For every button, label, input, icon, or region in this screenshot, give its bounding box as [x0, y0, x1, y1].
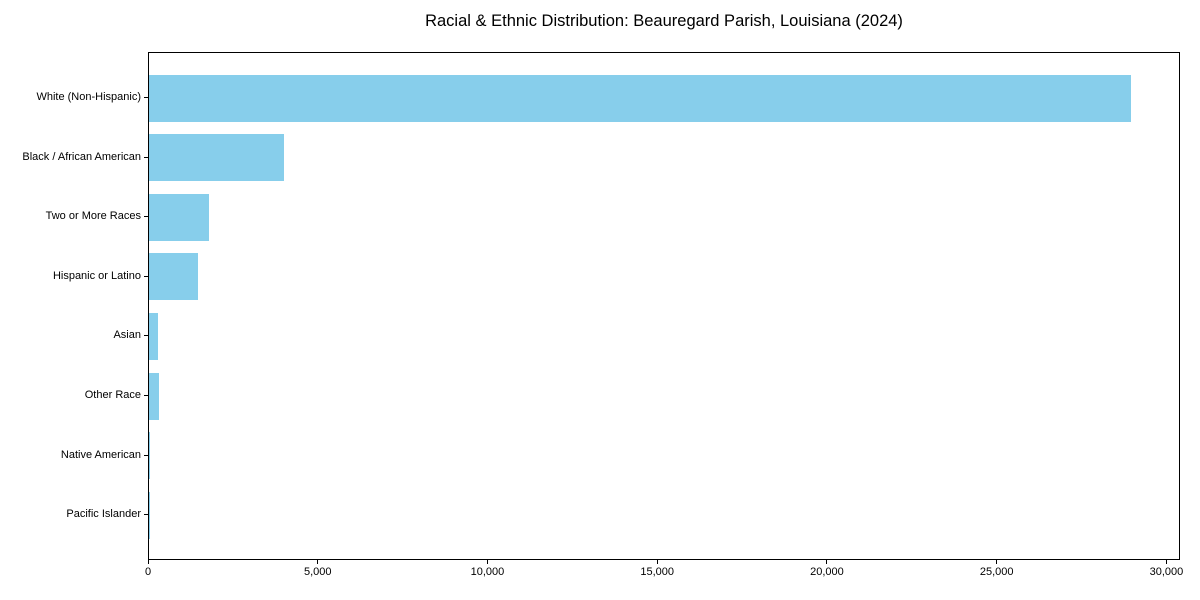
y-tick-mark	[144, 395, 148, 396]
x-tick-mark	[147, 560, 149, 564]
x-tick-mark	[486, 560, 488, 564]
y-tick-label: Native American	[60, 448, 141, 461]
y-tick-label: White (Non-Hispanic)	[36, 91, 141, 103]
x-tick-label: 15,000	[640, 566, 675, 578]
y-tick-mark	[144, 275, 148, 277]
y-tick-mark	[144, 335, 148, 337]
bar	[149, 312, 159, 360]
bar	[149, 134, 284, 182]
y-tick-mark	[144, 454, 148, 456]
x-tick-label: 0	[144, 566, 152, 578]
x-tick-label: 5,000	[303, 566, 332, 578]
x-tick-label: 20,000	[810, 566, 844, 578]
x-tick-label: 10,000	[470, 566, 505, 578]
x-tick-mark	[826, 560, 828, 564]
y-tick-label: Two or More Races	[45, 210, 141, 223]
bar	[149, 372, 160, 420]
plot-area	[148, 52, 1180, 560]
x-tick-mark	[1165, 560, 1167, 564]
x-tick-label: 25,000	[979, 566, 1014, 578]
bar	[149, 74, 1132, 122]
x-tick-mark	[317, 560, 319, 564]
bar	[149, 432, 151, 480]
bar	[149, 193, 210, 241]
bar	[149, 253, 198, 301]
y-tick-label: Hispanic or Latino	[52, 269, 141, 282]
x-tick-mark	[996, 560, 998, 564]
y-tick-mark	[144, 216, 148, 218]
chart-title: Racial & Ethnic Distribution: Beauregard…	[425, 12, 903, 30]
y-tick-label: Pacific Islander	[66, 508, 141, 521]
y-tick-label: Asian	[113, 329, 141, 342]
x-tick-label: 30,000	[1149, 566, 1184, 578]
y-tick-label: Other Race	[84, 389, 141, 401]
y-tick-label: Black / African American	[22, 150, 141, 163]
x-tick-mark	[656, 560, 658, 564]
y-tick-mark	[144, 97, 148, 98]
y-tick-mark	[144, 156, 148, 158]
y-tick-mark	[144, 514, 148, 516]
